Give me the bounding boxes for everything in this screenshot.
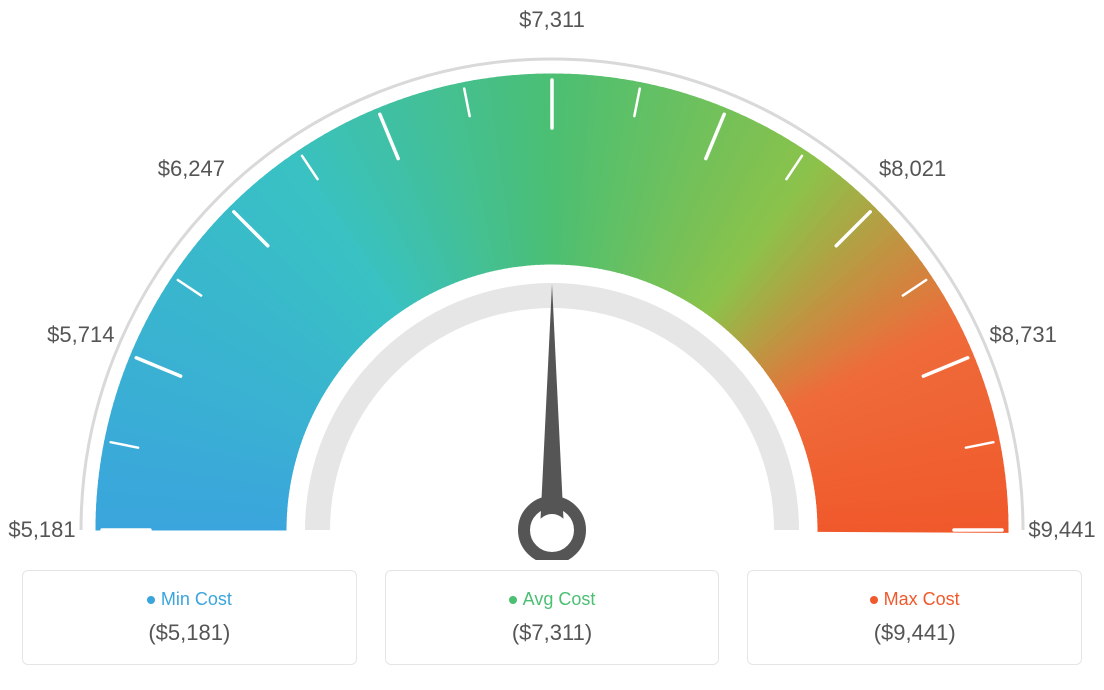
max-cost-card: Max Cost ($9,441) xyxy=(747,570,1082,665)
max-cost-dot xyxy=(870,596,878,604)
max-cost-label: Max Cost xyxy=(884,589,960,609)
avg-cost-title: Avg Cost xyxy=(396,589,709,610)
gauge-chart: $5,181$5,714$6,247$7,311$8,021$8,731$9,4… xyxy=(22,20,1082,560)
min-cost-card: Min Cost ($5,181) xyxy=(22,570,357,665)
min-cost-title: Min Cost xyxy=(33,589,346,610)
max-cost-title: Max Cost xyxy=(758,589,1071,610)
min-cost-label: Min Cost xyxy=(161,589,232,609)
gauge-tick-label: $8,021 xyxy=(879,156,946,182)
gauge-svg xyxy=(22,20,1082,560)
min-cost-dot xyxy=(147,596,155,604)
gauge-tick-label: $5,714 xyxy=(47,322,114,348)
max-cost-value: ($9,441) xyxy=(758,620,1071,646)
avg-cost-dot xyxy=(509,596,517,604)
gauge-tick-label: $5,181 xyxy=(8,517,75,543)
avg-cost-label: Avg Cost xyxy=(523,589,596,609)
avg-cost-value: ($7,311) xyxy=(396,620,709,646)
cost-cards-row: Min Cost ($5,181) Avg Cost ($7,311) Max … xyxy=(22,570,1082,665)
gauge-tick-label: $8,731 xyxy=(990,322,1057,348)
gauge-tick-label: $7,311 xyxy=(519,7,585,33)
gauge-tick-label: $6,247 xyxy=(158,156,225,182)
gauge-tick-label: $9,441 xyxy=(1028,517,1095,543)
avg-cost-card: Avg Cost ($7,311) xyxy=(385,570,720,665)
min-cost-value: ($5,181) xyxy=(33,620,346,646)
